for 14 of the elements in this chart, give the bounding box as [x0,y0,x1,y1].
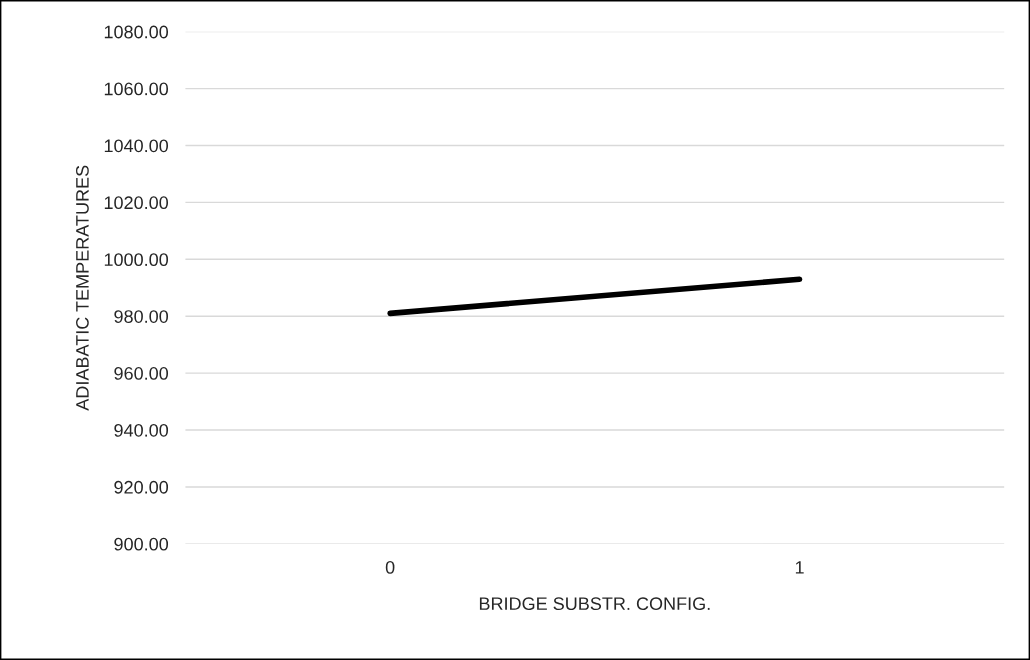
x-tick-label: 0 [385,560,395,574]
y-tick-label: 1080.00 [104,25,169,39]
y-tick-label: 1020.00 [104,196,169,210]
y-tick-label: 960.00 [114,367,169,380]
y-tick-label: 1060.00 [104,82,169,96]
y-tick-label: 940.00 [114,423,169,437]
y-tick-label: 980.00 [114,310,169,323]
y-tick-label: 920.00 [114,480,169,494]
y-tick-label: 1000.00 [104,253,169,267]
y-tick-label: 900.00 [114,537,169,551]
y-axis-title: ADIABATIC TEMPERATURES [76,165,89,411]
y-tick-label: 1040.00 [104,139,169,153]
x-tick-label: 1 [795,561,804,574]
x-axis-title: BRIDGE SUBSTR. CONFIG. [479,597,710,611]
